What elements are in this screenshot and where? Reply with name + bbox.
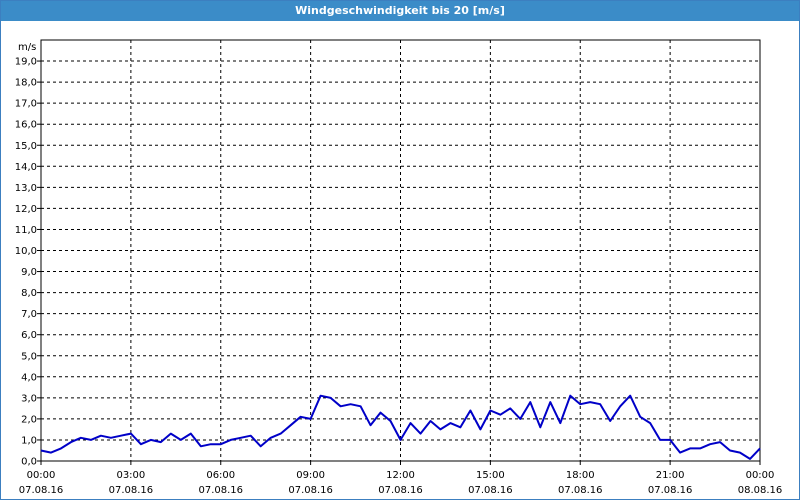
wind-speed-line <box>40 394 761 460</box>
x-tick-time: 00:00 <box>27 470 56 481</box>
x-tick-date: 07.08.16 <box>378 485 423 496</box>
y-tick-label: 3,0 <box>21 393 37 404</box>
y-tick-label: 13,0 <box>15 183 37 194</box>
y-tick-label: 14,0 <box>15 162 37 173</box>
y-tick-label: 11,0 <box>15 225 37 236</box>
y-tick-label: 9,0 <box>21 267 37 278</box>
x-tick-date: 07.08.16 <box>288 485 333 496</box>
y-tick-label: 17,0 <box>15 99 37 110</box>
y-tick-label: 5,0 <box>21 351 37 362</box>
y-tick-label: 2,0 <box>21 414 37 425</box>
x-tick-time: 15:00 <box>476 470 505 481</box>
x-tick-date: 07.08.16 <box>109 485 154 496</box>
x-tick-time: 03:00 <box>116 470 145 481</box>
x-tick-date: 07.08.16 <box>19 485 64 496</box>
y-tick-label: 0,0 <box>21 457 37 468</box>
y-tick-label: 19,0 <box>15 57 37 68</box>
y-axis-ticks: 0,0 1,0 2,0 3,0 4,0 5,0 6,0 7,0 8,0 9,0 10,0 11,0 12… <box>15 57 41 468</box>
x-tick-time: 21:00 <box>656 470 685 481</box>
series-layer <box>40 394 761 460</box>
x-tick-time: 18:00 <box>566 470 595 481</box>
y-tick-label: 1,0 <box>21 435 37 446</box>
x-tick-time: 12:00 <box>386 470 415 481</box>
x-axis-ticks: 00:00 07.08.16 03:00 07.08.16 06:00 07.08.16 0… <box>19 461 783 496</box>
y-tick-label: 15,0 <box>15 141 37 152</box>
y-tick-label: 16,0 <box>15 120 37 131</box>
chart-title: Windgeschwindigkeit bis 20 [m/s] <box>1 1 799 21</box>
y-tick-label: 4,0 <box>21 372 37 383</box>
y-tick-label: 7,0 <box>21 309 37 320</box>
y-tick-label: 8,0 <box>21 288 37 299</box>
x-tick-time: 00:00 <box>746 470 775 481</box>
grid-lines <box>41 40 760 461</box>
x-tick-date: 07.08.16 <box>468 485 513 496</box>
y-tick-label: 18,0 <box>15 78 37 89</box>
y-axis-label: m/s <box>18 42 36 53</box>
x-tick-date: 07.08.16 <box>558 485 603 496</box>
x-tick-date: 08.08.16 <box>738 485 783 496</box>
y-tick-label: 10,0 <box>15 246 37 257</box>
x-tick-time: 06:00 <box>206 470 235 481</box>
y-tick-label: 6,0 <box>21 330 37 341</box>
y-tick-label: 12,0 <box>15 204 37 215</box>
x-tick-date: 07.08.16 <box>648 485 693 496</box>
x-tick-date: 07.08.16 <box>198 485 243 496</box>
x-tick-time: 09:00 <box>296 470 325 481</box>
